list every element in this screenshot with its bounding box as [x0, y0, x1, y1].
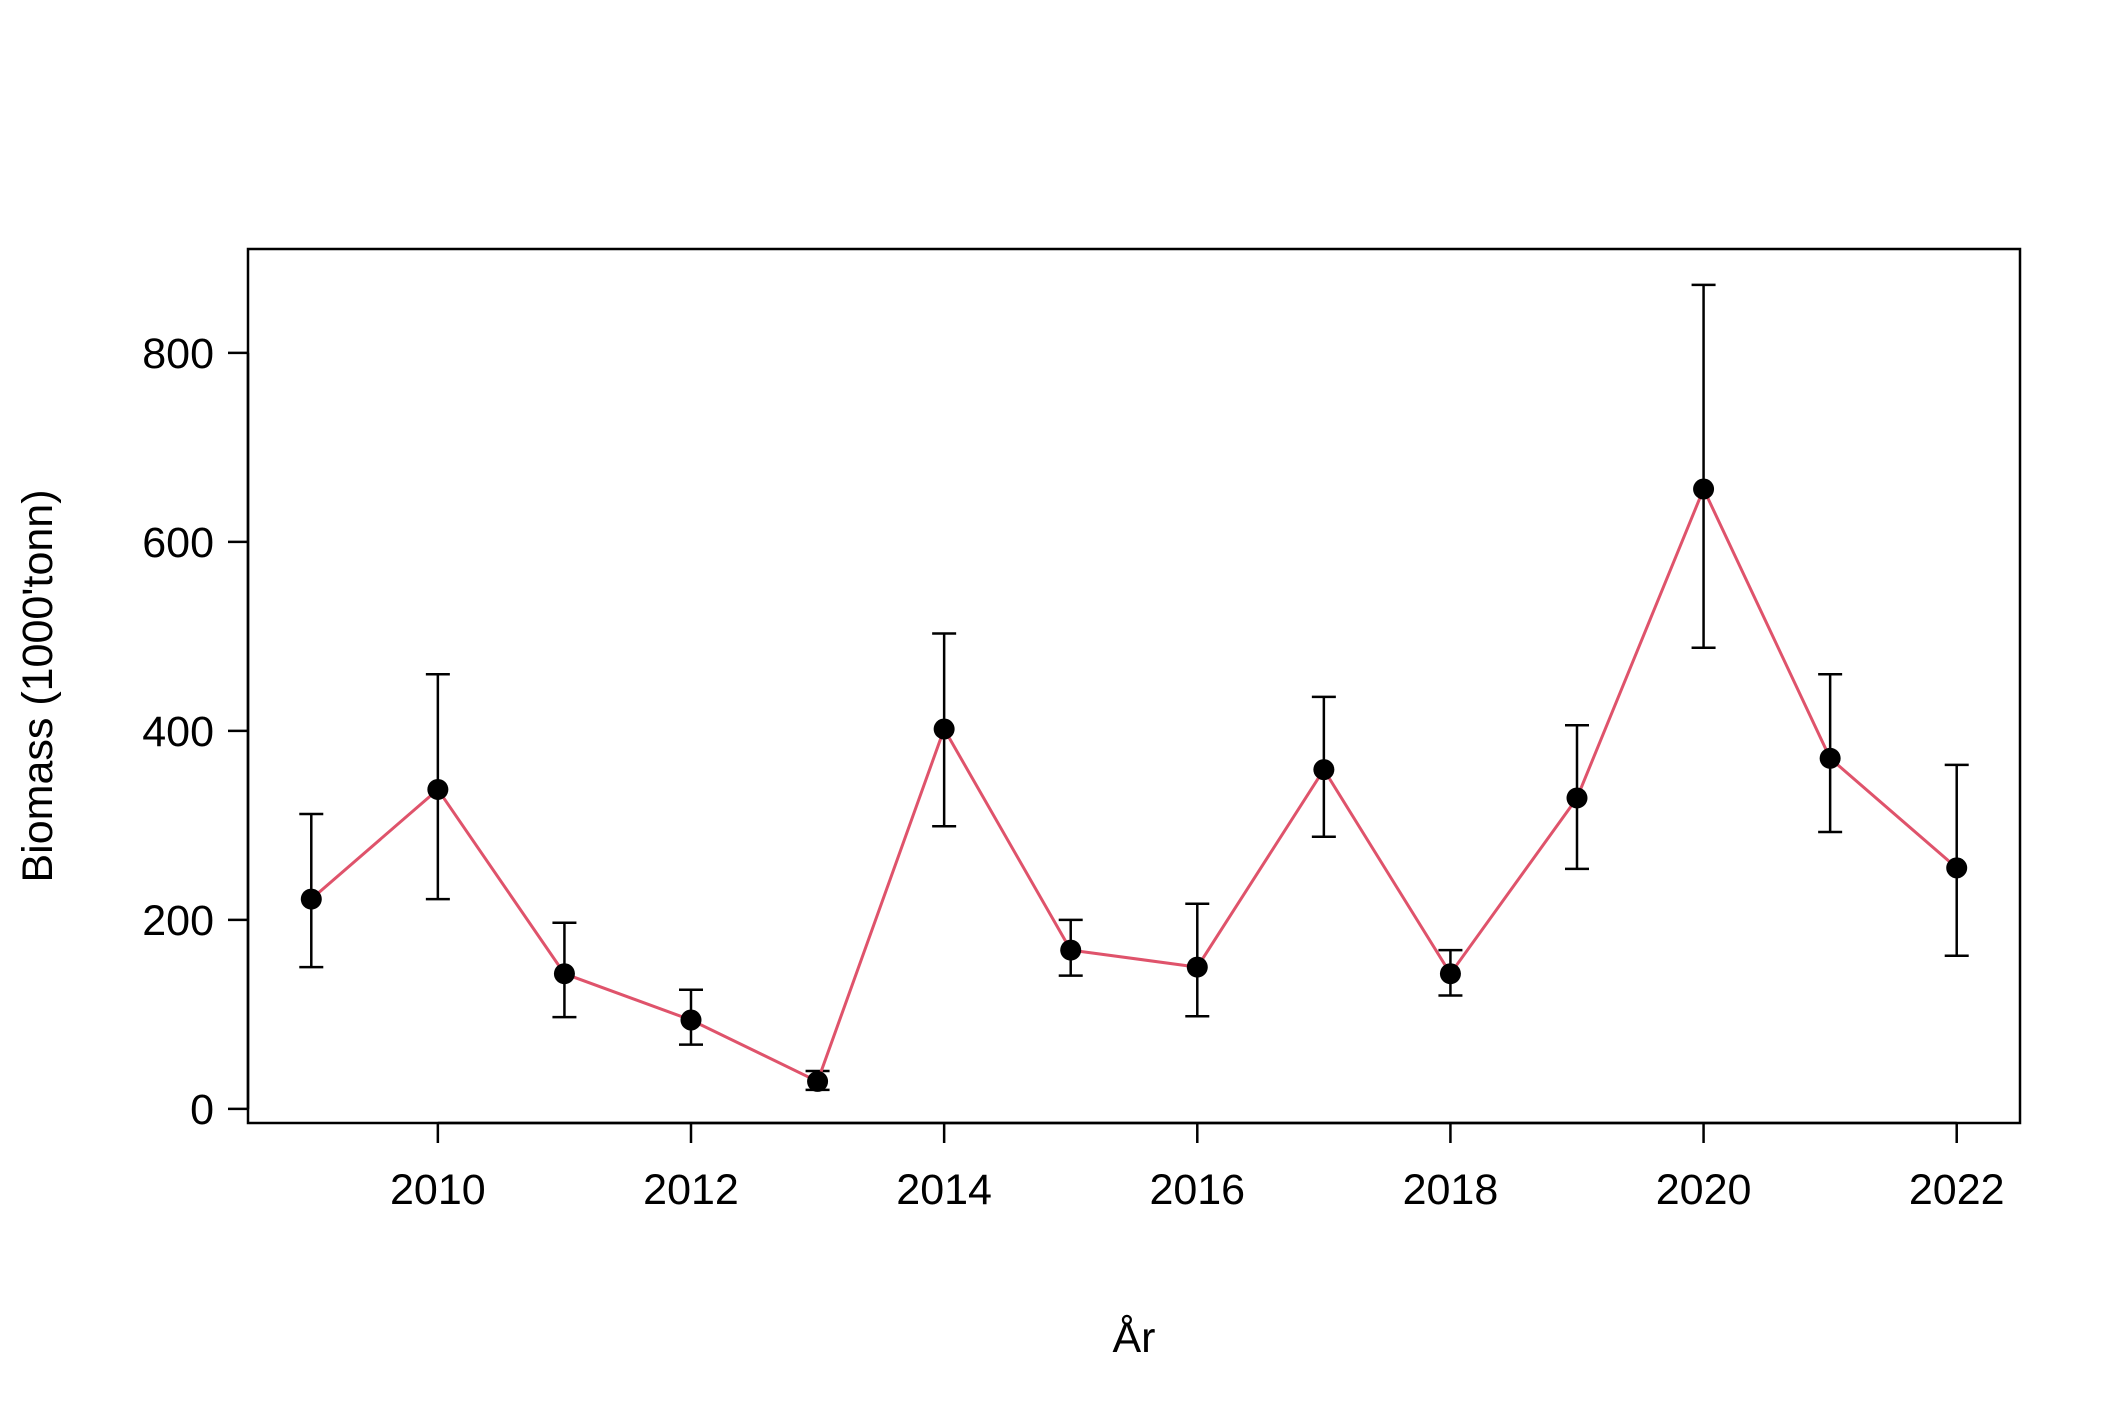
data-point	[1313, 759, 1335, 781]
y-axis-title: Biomass (1000'tonn)	[14, 489, 62, 882]
y-tick-label: 600	[142, 519, 214, 567]
y-tick-label: 400	[142, 708, 214, 756]
x-tick-label: 2012	[643, 1166, 739, 1214]
x-tick-label: 2016	[1149, 1166, 1245, 1214]
x-axis-title: År	[1113, 1314, 1156, 1362]
data-point	[427, 778, 449, 800]
error-bars	[299, 283, 1969, 1092]
data-point	[1566, 787, 1588, 809]
x-axis: 2010 2012 2014 2016 2018 2020 2022	[390, 1121, 2005, 1214]
data-point	[1439, 963, 1461, 985]
data-point	[1946, 857, 1968, 879]
y-axis: 0 200 400 600 800	[142, 330, 250, 1134]
y-tick-label: 200	[142, 897, 214, 945]
data-points	[300, 478, 1968, 1092]
series-line	[310, 485, 1958, 1084]
x-tick-label: 2018	[1403, 1166, 1499, 1214]
x-tick-label: 2010	[390, 1166, 486, 1214]
series-line-group	[310, 485, 1958, 1084]
x-tick-label: 2014	[896, 1166, 992, 1214]
x-tick-label: 2020	[1656, 1166, 1752, 1214]
data-point	[553, 963, 575, 985]
y-tick-label: 800	[142, 330, 214, 378]
data-point	[300, 888, 322, 910]
data-point	[1186, 956, 1208, 978]
plot-frame	[246, 247, 2022, 1125]
data-point	[1693, 478, 1715, 500]
data-point	[680, 1009, 702, 1031]
data-point	[933, 718, 955, 740]
data-point	[807, 1070, 829, 1092]
x-tick-label: 2022	[1909, 1166, 2005, 1214]
data-point	[1060, 939, 1082, 961]
y-tick-label: 0	[190, 1086, 214, 1134]
data-point	[1819, 747, 1841, 769]
